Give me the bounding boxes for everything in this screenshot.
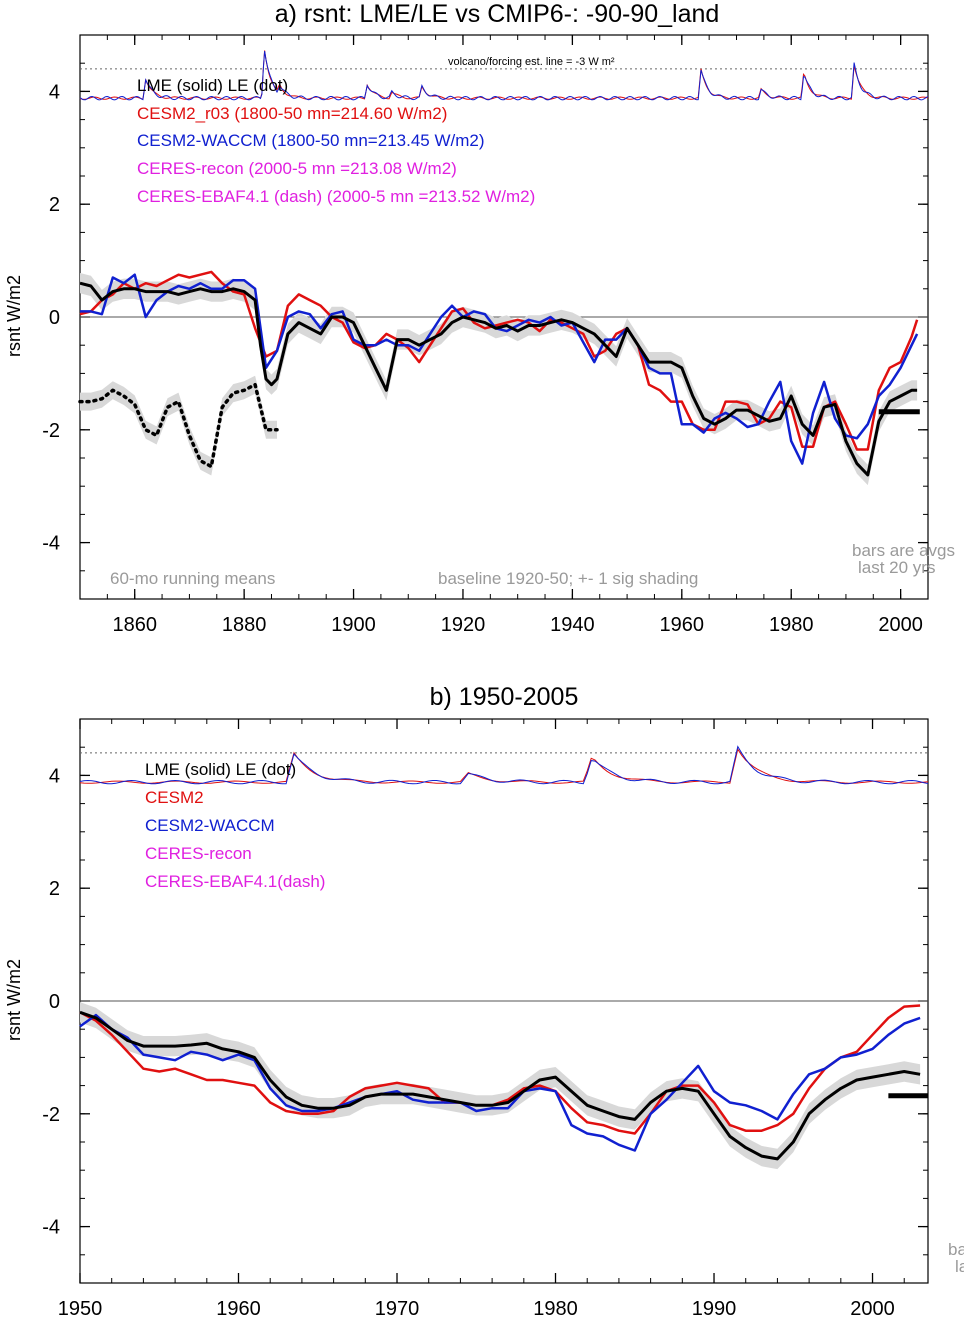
panel-b-title: b) 1950-2005 [430, 683, 579, 711]
bars-note-b-line1: bars are avgs [948, 1240, 964, 1259]
x-tick-label: 1970 [375, 1298, 420, 1320]
legend-b-ceres-recon: CERES-recon [145, 844, 252, 863]
series-cesm2_r03 [79, 270, 919, 451]
panel-a: a) rsnt: LME/LE vs CMIP6-: -90-90_land r… [4, 0, 955, 636]
y-tick-label: 4 [49, 765, 60, 787]
x-tick-label: 1990 [692, 1298, 737, 1320]
series-cesm2-waccm [79, 1013, 921, 1152]
panel-a-axes: 1860 1880 1900 1920 1940 1960 1980 2000 -4 -2 0 2 4 [42, 34, 929, 636]
legend-cesm2-waccm: CESM2-WACCM (1800-50 mn=213.45 W/m2) [137, 131, 485, 150]
shading-lme [80, 273, 918, 486]
panel-b-axes: 1950 1960 1970 1980 1990 2000 -4 -2 0 2 4 [42, 718, 928, 1320]
x-tick-label: 1900 [331, 614, 376, 636]
y-tick-label: -2 [42, 1104, 60, 1126]
legend-b-cesm2-waccm: CESM2-WACCM [145, 816, 275, 835]
series-lme [79, 1010, 921, 1161]
series-lme [79, 281, 918, 477]
y-tick-label: 0 [49, 307, 60, 329]
forcing-trace-cesm2 [79, 50, 929, 100]
legend-b-cesm2: CESM2 [145, 788, 204, 807]
bars-note-line1: bars are avgs [852, 541, 955, 560]
panel-a-plot-area [78, 50, 929, 486]
legend-lme-le: LME (solid) LE (dot) [137, 76, 288, 95]
x-tick-label: 1920 [441, 614, 486, 636]
y-tick-label: 0 [49, 991, 60, 1013]
x-tick-label: 1960 [660, 614, 705, 636]
x-tick-label: 1860 [112, 614, 157, 636]
series-cesm2 [79, 1004, 921, 1135]
volcano-annotation: volcano/forcing est. line = -3 W m² [448, 56, 615, 68]
running-mean-note: 60-mo running means [110, 569, 275, 588]
x-tick-label: 1880 [222, 614, 267, 636]
shading-le [80, 375, 277, 476]
y-tick-label: 2 [49, 194, 60, 216]
forcing-trace-waccm [79, 745, 929, 785]
bars-note-b-line2: last 20 yrs [955, 1257, 964, 1276]
panel-a-title: a) rsnt: LME/LE vs CMIP6-: -90-90_land [275, 0, 720, 28]
x-tick-label: 1980 [769, 614, 814, 636]
x-tick-label: 1980 [533, 1298, 578, 1320]
panel-b-legend: LME (solid) LE (dot) CESM2 CESM2-WACCM C… [145, 760, 325, 891]
panel-a-legend: LME (solid) LE (dot) CESM2_r03 (1800-50 … [137, 76, 535, 206]
y-tick-label: 2 [49, 878, 60, 900]
legend-b-ceres-ebaf: CERES-EBAF4.1(dash) [145, 872, 325, 891]
forcing-trace-waccm [79, 51, 929, 101]
y-tick-label: -4 [42, 533, 60, 555]
x-tick-label: 1950 [58, 1298, 103, 1320]
series-cesm2-waccm [80, 273, 919, 465]
bars-note-line2: last 20 yrs [858, 558, 935, 577]
legend-b-lme-le: LME (solid) LE (dot) [145, 760, 296, 779]
panel-b: b) 1950-2005 rsnt W/m2 1950 1960 1970 1980 1… [4, 683, 964, 1320]
panel-b-plot-area [79, 745, 929, 1170]
x-tick-label: 2000 [850, 1298, 895, 1320]
legend-cesm2: CESM2_r03 (1800-50 mn=214.60 W/m2) [137, 104, 447, 123]
shading-lme [80, 1002, 921, 1170]
baseline-note: baseline 1920-50; +- 1 sig shading [438, 569, 698, 588]
panel-b-ylabel: rsnt W/m2 [4, 959, 24, 1041]
legend-ceres-recon: CERES-recon (2000-5 mn =213.08 W/m2) [137, 159, 457, 178]
x-tick-label: 1960 [216, 1298, 261, 1320]
x-tick-label: 2000 [878, 614, 923, 636]
y-tick-label: -2 [42, 420, 60, 442]
panel-a-ylabel: rsnt W/m2 [4, 275, 24, 357]
y-tick-label: -4 [42, 1217, 60, 1239]
x-tick-label: 1940 [550, 614, 595, 636]
y-tick-label: 4 [49, 81, 60, 103]
series-le [78, 382, 279, 469]
legend-ceres-ebaf: CERES-EBAF4.1 (dash) (2000-5 mn =213.52 … [137, 187, 535, 206]
